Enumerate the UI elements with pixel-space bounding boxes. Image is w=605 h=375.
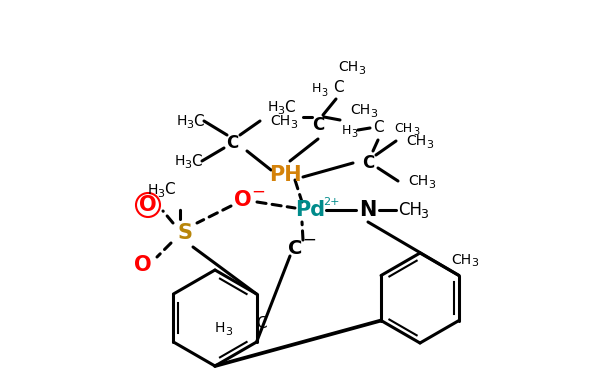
Text: CH: CH <box>338 60 358 74</box>
Text: CH: CH <box>408 174 428 188</box>
Text: H: H <box>268 100 278 114</box>
Text: 3: 3 <box>290 120 298 130</box>
Text: C: C <box>284 99 294 114</box>
Text: H: H <box>175 154 185 168</box>
Text: C: C <box>191 153 201 168</box>
Text: C: C <box>362 154 374 172</box>
Text: 2+: 2+ <box>322 197 339 207</box>
Text: 3: 3 <box>370 109 378 119</box>
Text: O: O <box>234 190 252 210</box>
Text: 3: 3 <box>226 327 232 337</box>
Text: 3: 3 <box>428 180 436 190</box>
Text: CH: CH <box>406 134 426 148</box>
Text: PH: PH <box>269 165 301 185</box>
Text: CH: CH <box>270 114 290 128</box>
Text: 3: 3 <box>420 209 428 222</box>
Text: C: C <box>373 120 384 135</box>
Text: CH: CH <box>398 201 422 219</box>
Text: H: H <box>148 183 158 197</box>
Text: 3: 3 <box>157 189 165 199</box>
Text: O: O <box>134 255 152 275</box>
Text: N: N <box>359 200 377 220</box>
Text: S: S <box>177 223 192 243</box>
Text: C: C <box>288 238 302 258</box>
Text: C: C <box>257 316 267 332</box>
Text: CH: CH <box>350 103 370 117</box>
Text: −: − <box>251 183 265 201</box>
Text: 3: 3 <box>351 129 357 139</box>
Text: H: H <box>177 114 187 128</box>
Text: 3: 3 <box>471 258 479 268</box>
Text: H: H <box>312 82 321 96</box>
Text: Pd: Pd <box>295 200 325 220</box>
Text: 3: 3 <box>427 140 434 150</box>
Text: 3: 3 <box>185 160 192 170</box>
Text: 3: 3 <box>359 66 365 76</box>
Text: O: O <box>139 195 157 215</box>
Text: C: C <box>226 134 238 152</box>
Text: CH: CH <box>451 252 471 267</box>
Text: H: H <box>341 123 351 136</box>
Text: 3: 3 <box>278 106 284 116</box>
Text: 3: 3 <box>413 127 419 137</box>
Text: 3: 3 <box>321 88 327 98</box>
Text: C: C <box>312 116 324 134</box>
Text: CH: CH <box>394 122 412 135</box>
Text: −: − <box>302 231 316 249</box>
Text: H: H <box>215 321 225 335</box>
Text: C: C <box>192 114 203 129</box>
Text: C: C <box>333 80 343 94</box>
Text: C: C <box>164 183 174 198</box>
Text: 3: 3 <box>186 120 194 130</box>
